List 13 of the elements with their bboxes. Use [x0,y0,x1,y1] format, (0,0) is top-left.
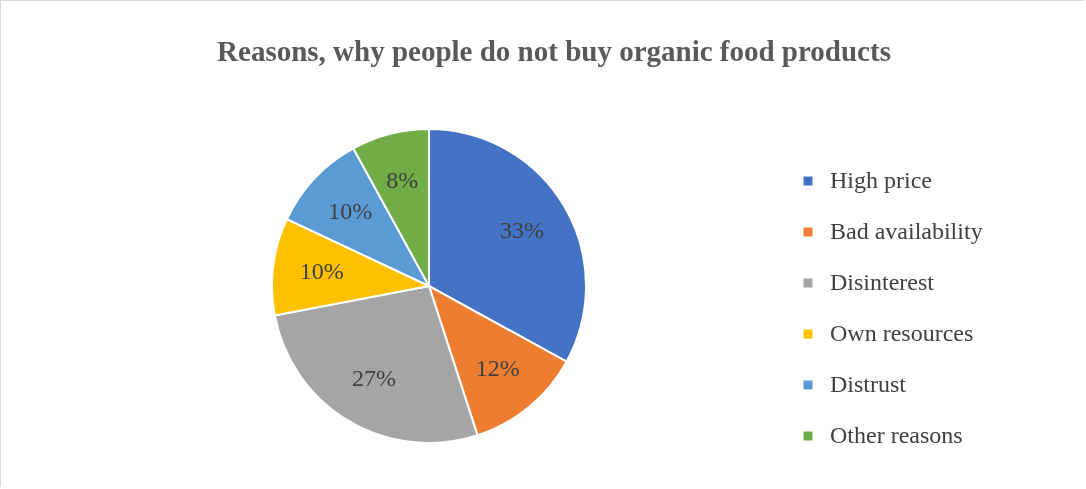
legend-label: Own resources [830,320,974,346]
data-label: 33% [499,217,544,244]
legend-label: Distrust [830,371,907,397]
legend-label: Disinterest [830,269,935,295]
legend-label: Other reasons [830,422,963,448]
legend-label: High price [830,167,932,193]
data-label: 8% [386,167,419,194]
data-label: 10% [328,198,373,225]
data-label: 12% [475,355,520,382]
legend-label: Bad availability [830,218,983,244]
data-label: 27% [352,364,397,391]
data-label: 10% [299,258,344,285]
chart-title: Reasons, why people do not buy organic food products [217,35,891,67]
